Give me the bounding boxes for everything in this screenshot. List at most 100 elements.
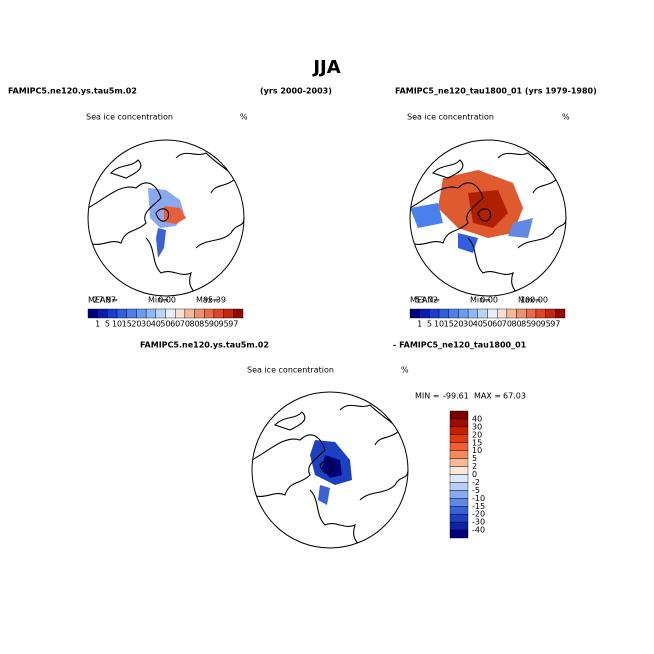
coastline bbox=[273, 411, 306, 431]
colorbar-box bbox=[233, 308, 244, 319]
ice-field bbox=[508, 218, 533, 238]
min-label: MIN = bbox=[415, 392, 440, 401]
coastline bbox=[109, 159, 142, 179]
polar-map bbox=[251, 391, 409, 549]
stat-label: Max= bbox=[518, 296, 541, 305]
ice-field bbox=[318, 485, 330, 505]
colorbar-box bbox=[97, 308, 108, 319]
case-label: FAMIPC5_ne120_tau1800_01 (yrs 1979-1980) bbox=[395, 87, 597, 96]
colorbar-label: 50 bbox=[160, 320, 170, 329]
coastline bbox=[431, 159, 464, 179]
colorbar-label: 10 bbox=[472, 446, 482, 455]
coastline bbox=[175, 152, 237, 194]
stat-value: 53.72 bbox=[415, 296, 438, 305]
colorbar-label: -20 bbox=[472, 510, 485, 519]
colorbar-box bbox=[449, 466, 469, 475]
subtitle: Sea ice concentration bbox=[86, 113, 173, 122]
coastline bbox=[339, 404, 401, 446]
polar-map bbox=[409, 139, 567, 297]
map-content bbox=[252, 398, 408, 548]
subtitle: Sea ice concentration bbox=[407, 113, 494, 122]
map-border bbox=[87, 139, 245, 297]
coastline bbox=[319, 460, 334, 474]
stat-label: Min= bbox=[148, 296, 169, 305]
colorbar-label: -15 bbox=[472, 502, 485, 511]
stat-value: 27.87 bbox=[93, 296, 116, 305]
colorbar-label: 5 bbox=[472, 454, 477, 463]
colorbar-box bbox=[213, 308, 224, 319]
colorbar-label: 30 bbox=[472, 422, 482, 431]
units: % bbox=[401, 366, 409, 375]
max-label: MAX = bbox=[474, 392, 501, 401]
coastline bbox=[88, 182, 162, 245]
colorbar-box bbox=[449, 442, 469, 451]
colorbar-label: 5 bbox=[105, 320, 110, 329]
coastline bbox=[410, 182, 484, 245]
colorbar-box bbox=[535, 308, 546, 319]
colorbar-label: 97 bbox=[228, 320, 238, 329]
colorbar-box bbox=[449, 474, 469, 483]
colorbar-box bbox=[174, 308, 186, 319]
colorbar-label: 95 bbox=[219, 320, 229, 329]
colorbar-label: 20 bbox=[453, 320, 463, 329]
coastline bbox=[155, 208, 170, 222]
colorbar-box bbox=[409, 308, 420, 319]
colorbar-label: 15 bbox=[122, 320, 132, 329]
colorbar-label: 60 bbox=[492, 320, 502, 329]
ice-field bbox=[164, 206, 186, 224]
map-content bbox=[410, 146, 566, 296]
colorbar-label: 40 bbox=[151, 320, 161, 329]
colorbar-label: 30 bbox=[141, 320, 151, 329]
coastline bbox=[252, 434, 326, 497]
coastline bbox=[537, 146, 550, 157]
colorbar-box bbox=[487, 308, 498, 319]
map-border bbox=[409, 139, 567, 297]
stat-label: MEAN= bbox=[410, 296, 440, 305]
colorbar-label: 30 bbox=[463, 320, 473, 329]
colorbar-label: 20 bbox=[131, 320, 141, 329]
colorbar-box bbox=[126, 308, 137, 319]
coastline bbox=[359, 469, 408, 501]
case-label: - FAMIPC5_ne120_tau1800_01 bbox=[393, 341, 527, 350]
colorbar-box bbox=[145, 308, 157, 319]
title: JJA bbox=[311, 57, 340, 78]
colorbar-label: 50 bbox=[482, 320, 492, 329]
stat-value: 0.00 bbox=[158, 296, 176, 305]
polar-map bbox=[87, 139, 245, 297]
colorbar-box bbox=[516, 308, 527, 319]
colorbar-box bbox=[419, 308, 430, 319]
colorbar-box bbox=[204, 308, 215, 319]
colorbar-box bbox=[116, 308, 127, 319]
units: % bbox=[562, 113, 570, 122]
ice-field bbox=[410, 203, 443, 228]
colorbar-box bbox=[448, 308, 459, 319]
colorbar-label: 97 bbox=[550, 320, 560, 329]
colorbar-box bbox=[449, 410, 469, 420]
colorbar-label: 1 bbox=[417, 320, 422, 329]
coastline bbox=[497, 152, 559, 194]
stat-label: Min= bbox=[470, 296, 491, 305]
colorbar-label: 95 bbox=[541, 320, 551, 329]
colorbar-label: 80 bbox=[189, 320, 199, 329]
colorbar-label: 90 bbox=[531, 320, 541, 329]
colorbar-label: 60 bbox=[170, 320, 180, 329]
colorbar-box bbox=[526, 308, 537, 319]
stat-label: Max= bbox=[196, 296, 219, 305]
coastline bbox=[477, 208, 492, 222]
colorbar-box bbox=[438, 308, 449, 319]
coastline bbox=[517, 217, 566, 249]
coastline bbox=[195, 217, 244, 249]
ice-field bbox=[458, 233, 478, 253]
colorbar-label: 90 bbox=[209, 320, 219, 329]
colorbar-label: 85 bbox=[521, 320, 531, 329]
coastline bbox=[467, 237, 529, 296]
colorbar-label: -10 bbox=[472, 494, 485, 503]
colorbar-box bbox=[506, 308, 517, 319]
colorbar-box bbox=[136, 308, 147, 319]
colorbar-box bbox=[449, 482, 469, 491]
stat-value: 0.00 bbox=[480, 296, 498, 305]
colorbar-label: 2 bbox=[472, 462, 477, 471]
colorbar-label: 40 bbox=[472, 414, 482, 423]
coastline bbox=[215, 146, 228, 157]
